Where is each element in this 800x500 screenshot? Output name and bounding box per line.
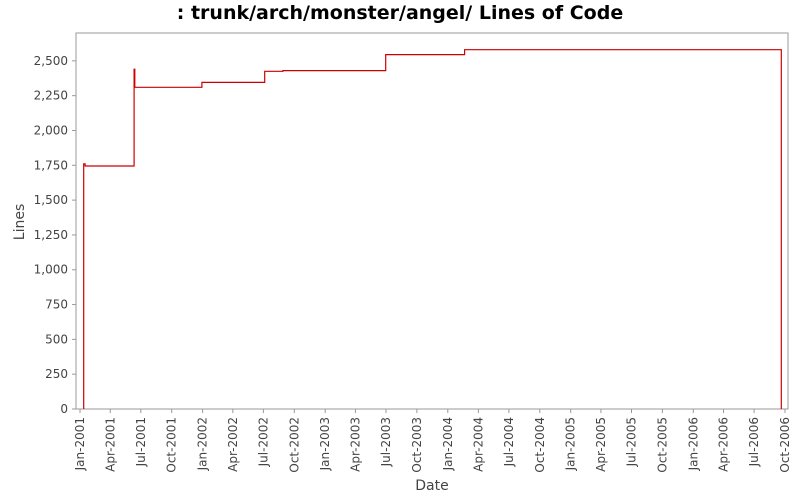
y-tick-label: 1,500: [34, 193, 68, 207]
x-tick-label: Jan-2003: [318, 417, 332, 471]
y-tick-label: 1,000: [34, 263, 68, 277]
x-tick-label: Apr-2006: [717, 417, 731, 472]
y-tick-label: 2,250: [34, 89, 68, 103]
x-tick-label: Jan-2002: [196, 417, 210, 471]
x-tick-label: Jan-2001: [73, 417, 87, 471]
x-tick-label: Oct-2005: [655, 417, 669, 473]
y-tick-label: 250: [45, 367, 68, 381]
x-tick-label: Apr-2002: [226, 417, 240, 472]
y-axis: 0 250 500 750 1,000 1,250 1,500 1,750 2,000 2,250…: [34, 54, 76, 416]
plot-area: [75, 32, 789, 410]
y-tick-label: 2,500: [34, 54, 68, 68]
x-tick-label: Oct-2006: [778, 417, 792, 473]
x-tick-label: Jul-2002: [256, 417, 270, 467]
series-line: [83, 49, 782, 409]
x-tick-label: Jan-2005: [564, 417, 578, 471]
x-tick-label: Oct-2004: [533, 417, 547, 473]
x-tick-label: Jul-2005: [624, 417, 638, 467]
y-tick-label: 2,000: [34, 123, 68, 137]
x-tick-label: Jan-2006: [686, 417, 700, 471]
series-layer: [83, 49, 782, 409]
chart-title: : trunk/arch/monster/angel/ Lines of Cod…: [176, 2, 624, 24]
y-tick-label: 1,250: [34, 228, 68, 242]
y-tick-label: 1,750: [34, 158, 68, 172]
x-tick-label: Oct-2003: [410, 417, 424, 473]
x-axis-title: Date: [415, 478, 448, 494]
y-axis-title: Lines: [12, 204, 28, 240]
x-tick-label: Apr-2005: [594, 417, 608, 472]
y-tick-label: 0: [60, 402, 68, 416]
x-tick-label: Oct-2002: [287, 417, 301, 473]
x-tick-label: Jul-2003: [379, 417, 393, 467]
x-tick-label: Jul-2006: [747, 417, 761, 467]
x-tick-label: Apr-2004: [471, 417, 485, 472]
x-tick-label: Apr-2001: [103, 417, 117, 472]
x-tick-label: Jul-2001: [134, 417, 148, 467]
x-tick-label: Jan-2004: [441, 417, 455, 471]
y-tick-label: 750: [45, 298, 68, 312]
x-tick-label: Jul-2004: [502, 417, 516, 467]
y-tick-label: 500: [45, 332, 68, 346]
x-tick-label: Oct-2001: [165, 417, 179, 473]
x-axis: Jan-2001 Apr-2001 Jul-2001 Oct-2001 Jan-2002…: [73, 409, 792, 473]
x-tick-label: Apr-2003: [348, 417, 362, 472]
